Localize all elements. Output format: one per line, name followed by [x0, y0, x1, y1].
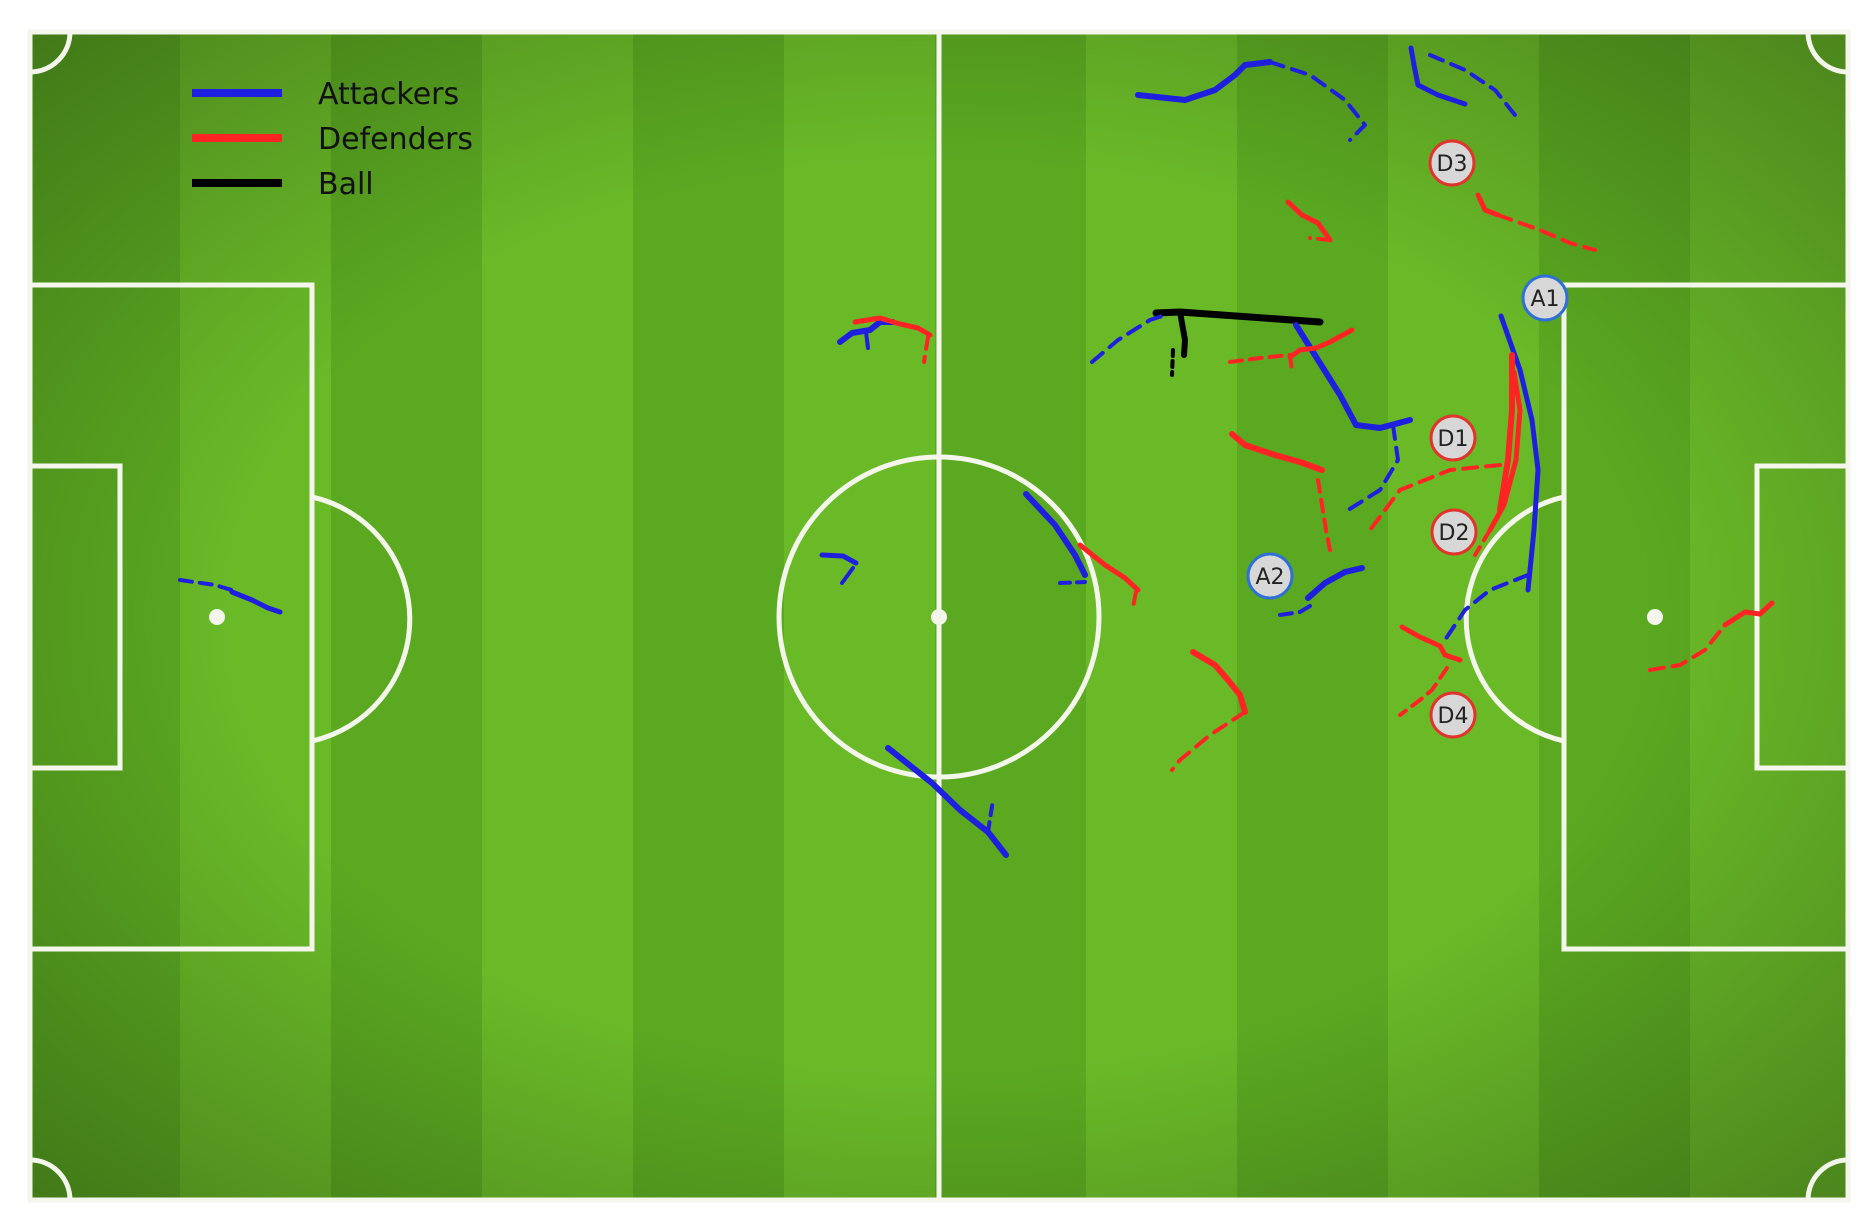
defender-path — [1228, 353, 1294, 374]
defender-path — [852, 315, 933, 338]
defender-path — [1497, 352, 1515, 513]
marker-label: D2 — [1439, 521, 1470, 546]
attacker-path — [1135, 59, 1273, 103]
defender-path — [1398, 666, 1449, 717]
defender-path — [1487, 369, 1523, 533]
pitch-markings — [27, 29, 1851, 1203]
marker-a2: A2 — [1246, 552, 1294, 600]
attacker-path — [229, 589, 283, 615]
attacker-path — [1058, 580, 1087, 585]
player-markers: A1 A2 D1 D2 D3 D4 — [1246, 139, 1569, 739]
defender-path — [1722, 600, 1775, 628]
defender-path — [1285, 199, 1333, 243]
marker-d2: D2 — [1430, 508, 1478, 556]
defender-path — [1229, 431, 1325, 473]
marker-badge — [1246, 552, 1294, 600]
defender-path — [1368, 463, 1502, 532]
attacker-path — [1408, 45, 1468, 107]
defender-trajectories — [852, 192, 1775, 772]
centre-circle — [776, 454, 1102, 780]
right-penalty-spot — [1647, 609, 1663, 625]
marker-d1: D1 — [1429, 414, 1477, 462]
defender-path — [1190, 649, 1248, 715]
attacker-path — [1498, 313, 1541, 593]
corner-arc-bottom-left — [29, 1157, 73, 1201]
defender-path — [922, 335, 930, 364]
marker-label: A1 — [1530, 287, 1559, 312]
corner-arc-top-left — [29, 31, 73, 75]
attacker-path — [1305, 565, 1365, 601]
defender-path — [1475, 192, 1501, 218]
corner-arc-bottom-right — [1805, 1157, 1849, 1201]
defender-path — [1496, 213, 1597, 252]
marker-badge — [1429, 691, 1477, 739]
marker-label: D3 — [1437, 152, 1468, 177]
legend-ball-label: Ball — [318, 167, 374, 202]
attacker-path — [1278, 604, 1312, 617]
marker-label: D1 — [1438, 427, 1469, 452]
legend-attackers-label: Attackers — [318, 77, 459, 112]
marker-badge — [1428, 139, 1476, 187]
defender-path — [1316, 478, 1332, 552]
left-penalty-arc — [311, 494, 413, 744]
defender-path — [1473, 528, 1492, 557]
marker-label: A2 — [1255, 565, 1284, 590]
attacker-path — [986, 798, 995, 834]
defender-path — [1131, 590, 1138, 609]
defender-path — [1308, 236, 1332, 242]
attacker-path — [178, 578, 240, 594]
centre-spot — [931, 609, 947, 625]
attacker-path — [1293, 322, 1413, 431]
ball-path — [1177, 309, 1188, 358]
marker-label: D4 — [1438, 704, 1469, 729]
ball-path — [1170, 348, 1175, 377]
legend: Attackers Defenders Ball — [192, 77, 473, 202]
left-goal-area — [27, 463, 123, 771]
marker-a1: A1 — [1521, 274, 1569, 322]
attacker-path — [840, 566, 855, 585]
defender-path — [1648, 623, 1727, 672]
defender-path — [1077, 542, 1141, 593]
attacker-path — [1023, 491, 1088, 578]
attacker-trajectories — [178, 45, 1541, 858]
marker-d3: D3 — [1428, 139, 1476, 187]
marker-badge — [1429, 414, 1477, 462]
right-goal-area — [1754, 463, 1851, 771]
right-penalty-arc — [1463, 494, 1565, 744]
attacker-path — [1343, 423, 1400, 514]
defender-path — [1399, 624, 1463, 663]
attacker-path — [885, 745, 1009, 858]
ball-trajectories — [1152, 308, 1324, 377]
marker-d4: D4 — [1429, 691, 1477, 739]
marker-badge — [1521, 274, 1569, 322]
defender-path — [1170, 710, 1247, 772]
attacker-path — [1428, 53, 1517, 117]
marker-badge — [1430, 508, 1478, 556]
attacker-path — [1443, 573, 1530, 642]
attacker-path — [1268, 60, 1367, 142]
attacker-path — [1090, 313, 1167, 364]
attacker-path — [837, 319, 896, 345]
defender-path — [1287, 327, 1355, 360]
attacker-path — [819, 552, 859, 566]
pitch-spots — [209, 609, 1663, 625]
left-penalty-spot — [209, 609, 225, 625]
attacker-path — [864, 330, 870, 350]
legend-defenders-label: Defenders — [318, 122, 473, 157]
corner-arc-top-right — [1805, 31, 1849, 75]
